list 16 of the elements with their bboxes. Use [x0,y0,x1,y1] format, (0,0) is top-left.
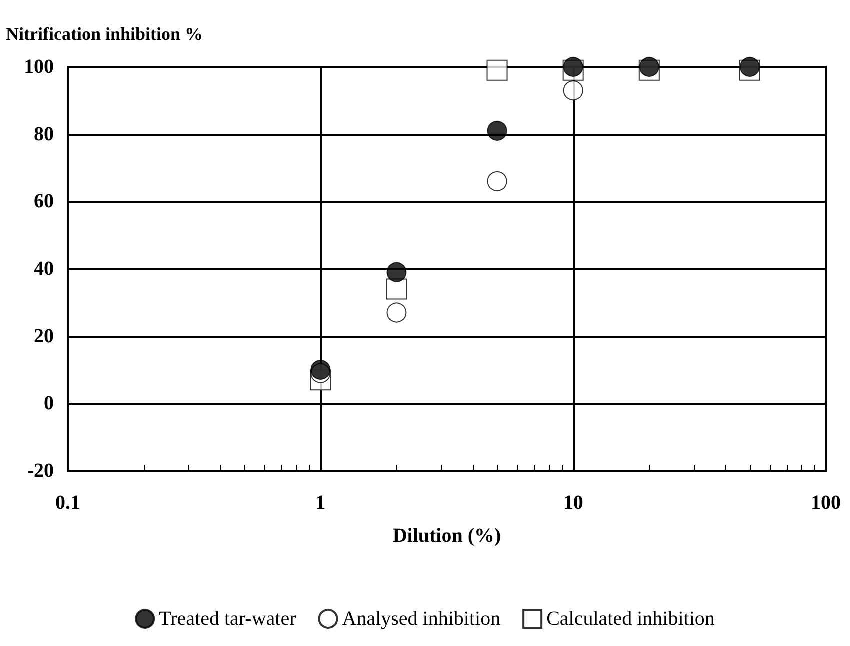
y-tick-label: 40 [34,258,54,280]
x-axis-title: Dilution (%) [392,525,502,547]
y-tick-label: 100 [24,56,54,78]
x-tick-label: 0.1 [56,492,80,514]
y-tick-label: -20 [27,460,54,482]
legend-label: Analysed inhibition [342,608,501,630]
x-tick-label: 10 [563,492,584,514]
x-tick-label: 100 [811,492,841,514]
y-tick-label: 80 [34,123,54,146]
y-tick-label: 60 [34,190,54,213]
y-tick-label: 20 [34,325,54,348]
y-tick-label: 0 [44,392,54,415]
x-tick-label: 1 [316,492,326,514]
y-axis-title: Nitrification inhibition % [6,24,204,44]
legend-label: Treated tar-water [159,608,297,630]
legend-label: Calculated inhibition [546,608,715,630]
